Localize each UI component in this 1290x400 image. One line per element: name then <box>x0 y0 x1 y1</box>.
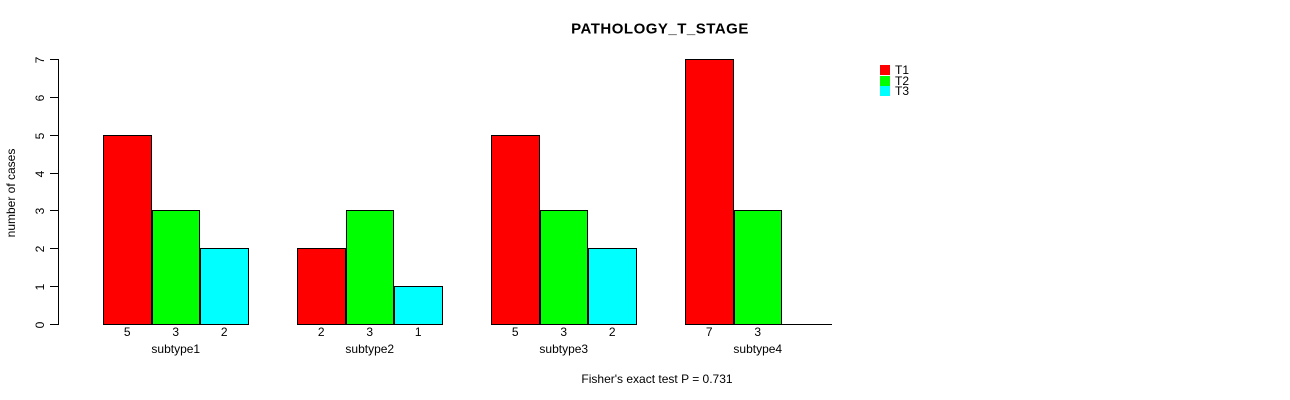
bar-subtype3-T1 <box>491 135 540 325</box>
y-tick-label: 2 <box>33 245 47 252</box>
bar-value-label: 3 <box>754 325 762 339</box>
y-tick <box>50 324 58 325</box>
bar-value-label: 5 <box>511 325 519 339</box>
legend-label: T3 <box>895 83 910 98</box>
y-tick-label: 6 <box>33 94 47 101</box>
stat-test-annotation: Fisher's exact test P = 0.731 <box>581 372 733 386</box>
y-tick-label: 4 <box>33 170 47 177</box>
bar-value-label: 3 <box>172 325 180 339</box>
bar-subtype2-T3 <box>394 286 443 325</box>
bar-value-label: 2 <box>220 325 228 339</box>
legend: T1 T2 T3 <box>880 63 910 98</box>
bar-subtype4-T3 <box>782 324 832 325</box>
bar-value-label: 3 <box>366 325 374 339</box>
bar-value-label: 3 <box>560 325 568 339</box>
bar-value-label: 7 <box>705 325 713 339</box>
bar-subtype2-T1 <box>297 248 346 325</box>
category-label-subtype3: subtype3 <box>539 341 589 356</box>
legend-swatch-icon <box>880 75 890 86</box>
bar-subtype1-T1 <box>103 135 152 325</box>
bar-subtype3-T3 <box>588 248 637 325</box>
y-tick-label: 5 <box>33 132 47 139</box>
bar-subtype4-T2 <box>733 210 782 325</box>
bar-value-label: 1 <box>414 325 422 339</box>
bar-value-label: 5 <box>123 325 131 339</box>
y-tick <box>50 248 58 249</box>
bar-subtype3-T2 <box>539 210 588 325</box>
legend-item-t3: T3 <box>880 83 910 98</box>
y-tick <box>50 59 58 60</box>
bar-value-label: 2 <box>608 325 616 339</box>
y-axis-line <box>58 59 59 325</box>
legend-label: T1 <box>895 63 910 78</box>
legend-swatch-icon <box>880 85 890 96</box>
y-tick <box>50 97 58 98</box>
y-tick-label: 7 <box>33 56 47 63</box>
bar-subtype1-T2 <box>151 210 200 325</box>
y-tick-label: 3 <box>33 207 47 214</box>
bar-subtype4-T1 <box>685 59 734 325</box>
y-tick <box>50 210 58 211</box>
y-axis-label: number of cases <box>4 148 18 238</box>
chart-title: PATHOLOGY_T_STAGE <box>571 20 749 38</box>
legend-item-t1: T1 <box>880 63 910 78</box>
bar-subtype2-T2 <box>345 210 394 325</box>
y-tick <box>50 286 58 287</box>
legend-label: T2 <box>895 73 910 88</box>
y-tick-label: 1 <box>33 283 47 290</box>
bar-subtype1-T3 <box>200 248 249 325</box>
category-label-subtype1: subtype1 <box>151 341 201 356</box>
legend-item-t2: T2 <box>880 73 910 88</box>
y-tick-label: 0 <box>33 321 47 328</box>
category-label-subtype4: subtype4 <box>733 341 783 356</box>
category-label-subtype2: subtype2 <box>345 341 395 356</box>
y-tick <box>50 135 58 136</box>
y-tick <box>50 173 58 174</box>
bar-value-label: 2 <box>317 325 325 339</box>
legend-swatch-icon <box>880 65 890 76</box>
